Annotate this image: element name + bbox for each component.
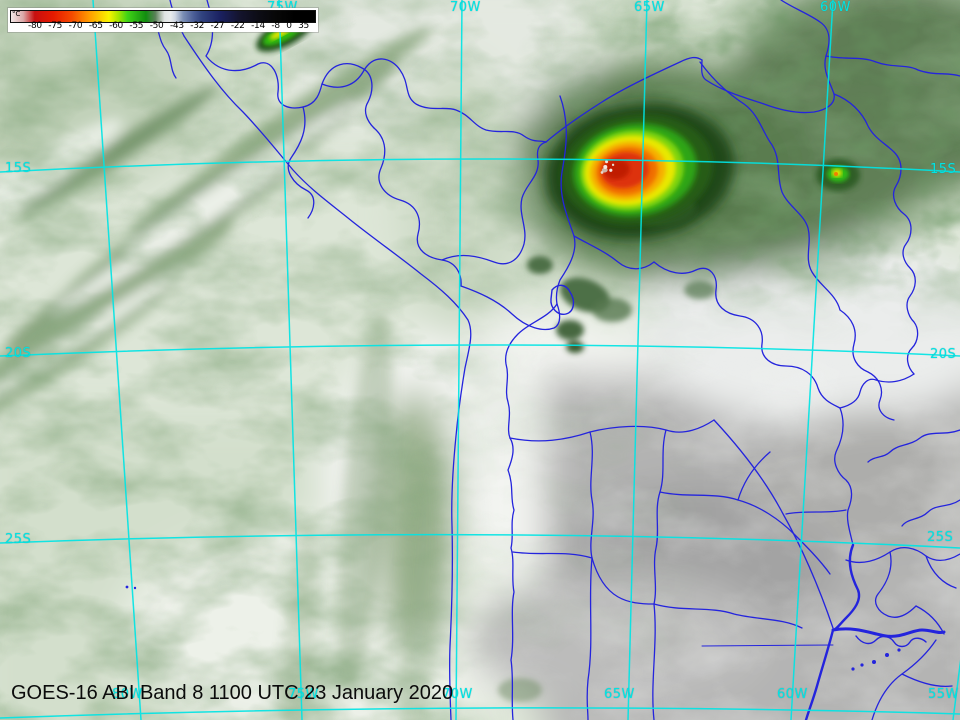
colorbar-tick: -14	[251, 21, 265, 31]
lat-line-15s	[0, 158, 960, 173]
colorbar-tick: -43	[169, 21, 184, 31]
paraguay-river-lower	[804, 628, 835, 720]
temperature-colorbar: °C -80 -75 -70 -65 -60 -55 -50 -43 -32 -…	[8, 8, 318, 32]
lat-line-20s	[0, 344, 960, 357]
colorbar-tick: -55	[129, 21, 144, 31]
colorbar-tick: -70	[68, 21, 83, 31]
lon-label-bottom-55w: 55W	[928, 687, 959, 702]
lon-line-70w	[455, 0, 463, 720]
paraguay-river-upper	[831, 543, 861, 632]
colorbar-tick: -8	[271, 21, 280, 31]
lon-label-top-70w: 70W	[450, 0, 481, 15]
lat-label-left-25s: 25S	[5, 532, 32, 547]
small-cloud-patches	[498, 256, 716, 702]
colorbar-tick: -27	[210, 21, 225, 31]
river-east-branch	[831, 627, 946, 638]
lon-line-55w	[952, 659, 960, 720]
lon-label-bottom-80w: 80W	[112, 687, 143, 702]
lon-line-75w	[278, 0, 303, 720]
lon-line-80w	[92, 0, 142, 720]
colorbar-tick: -65	[88, 21, 103, 31]
colorbar-tick: -75	[48, 21, 63, 31]
product-annotation: GOES-16 ABI Band 8 1100 UTC 23 January 2…	[11, 682, 454, 704]
colorbar-tick: -22	[230, 21, 245, 31]
lat-line-30s	[0, 707, 960, 719]
colorbar-tick: -50	[149, 21, 164, 31]
lon-label-top-60w: 60W	[820, 0, 851, 15]
lon-label-bottom-70w: 70W	[442, 687, 473, 702]
colorbar-unit-label: °C	[12, 10, 21, 18]
colorbar-tick: 0	[286, 21, 292, 31]
lat-label-right-15s: 15S	[930, 162, 957, 177]
lon-line-65w	[627, 0, 648, 720]
lat-line-25s	[0, 533, 960, 549]
country-borders	[151, 0, 960, 720]
rivers-and-lakes	[125, 284, 946, 720]
lat-label-left-20s: 20S	[5, 346, 32, 361]
colorbar-tick-row: -80 -75 -70 -65 -60 -55 -50 -43 -32 -27 …	[8, 21, 318, 32]
pacific-coastline	[183, 35, 472, 720]
colorbar-tick: -80	[28, 21, 42, 31]
lon-label-bottom-60w: 60W	[777, 687, 808, 702]
lake-titicaca	[550, 284, 575, 315]
lat-label-left-15s: 15S	[5, 161, 32, 176]
colorbar-tick: -32	[190, 21, 205, 31]
lon-label-bottom-75w: 75W	[288, 687, 319, 702]
colorbar-gradient	[10, 10, 316, 23]
lon-label-top-65w: 65W	[634, 0, 665, 15]
lon-label-bottom-65w: 65W	[604, 687, 635, 702]
lat-label-right-25s: 25S	[927, 530, 954, 545]
colorbar-tick: 35	[298, 21, 309, 31]
lon-line-60w	[790, 0, 834, 720]
lat-label-right-20s: 20S	[930, 347, 957, 362]
river-braids	[855, 635, 927, 648]
colorbar-tick: -60	[109, 21, 123, 31]
